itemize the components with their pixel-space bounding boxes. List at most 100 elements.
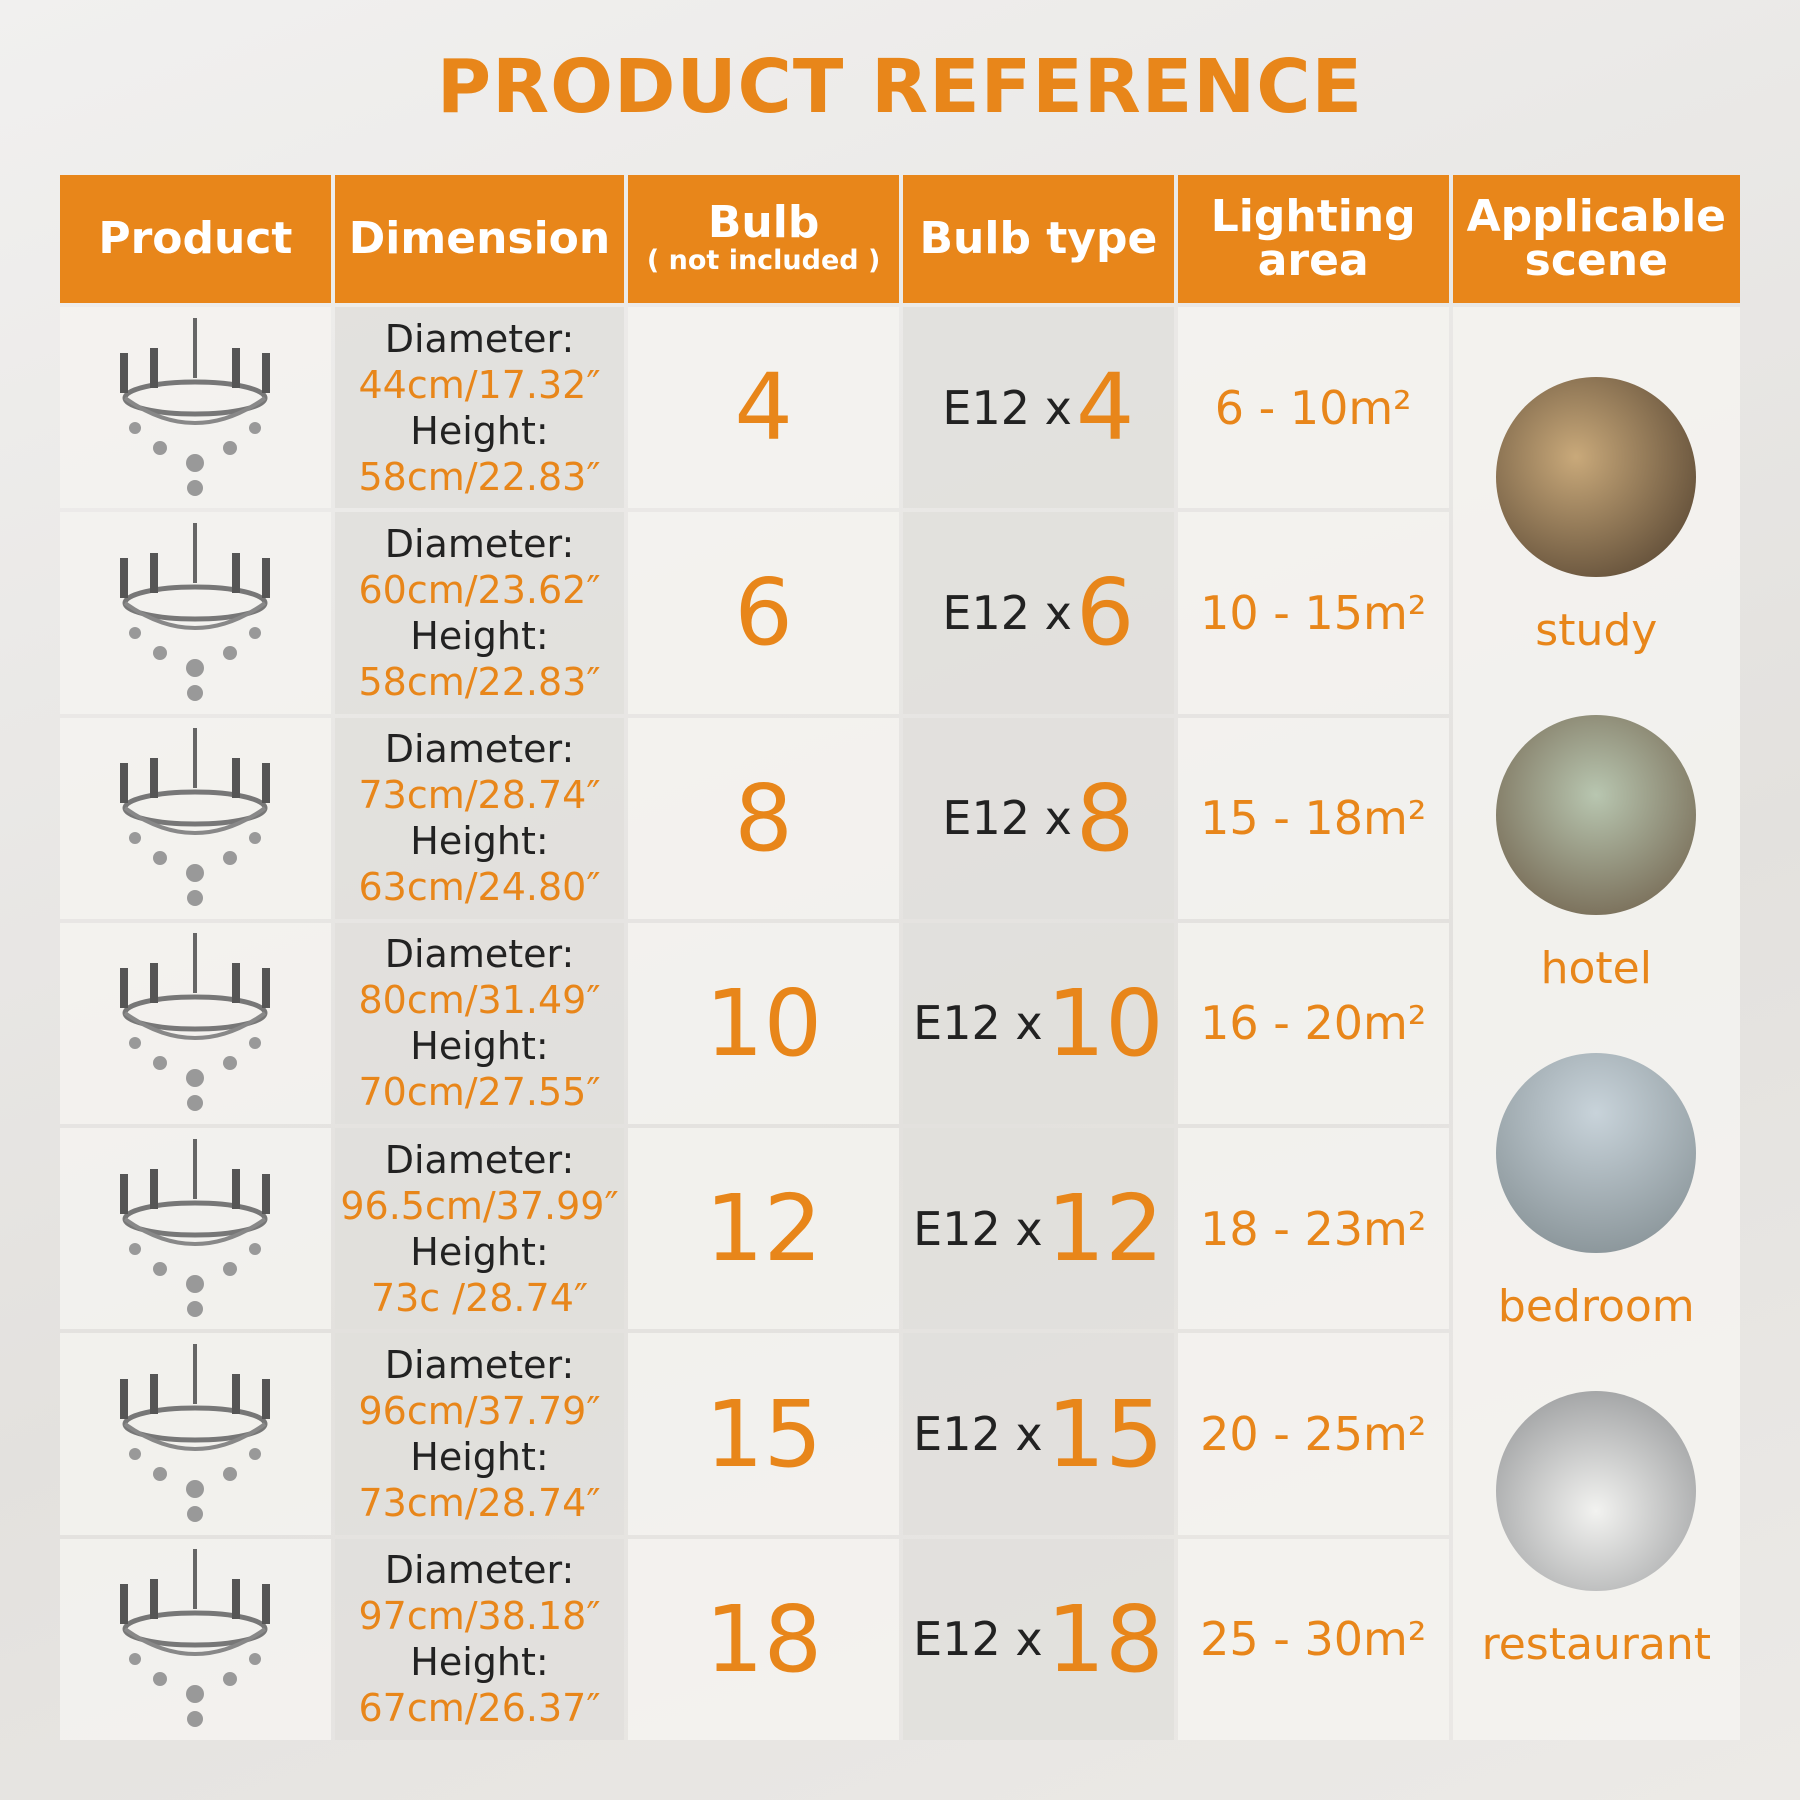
- diameter: 44cm/17.32″: [358, 362, 601, 407]
- diameter: 96cm/37.79″: [358, 1389, 601, 1434]
- bulb-type-cell: E12 x 12: [903, 1128, 1174, 1330]
- diameter: 80cm/31.49″: [358, 978, 601, 1023]
- dimension-cell: Diameter: 80cm/31.49″ Height: 70cm/27.55″: [334, 922, 625, 1125]
- product-cell: [60, 1128, 331, 1330]
- bulb-count: 8: [734, 764, 793, 872]
- scene-image: [1496, 1391, 1697, 1592]
- height-label: Height:: [410, 1229, 549, 1274]
- bulb-type-label: E12 x: [913, 1407, 1043, 1462]
- height-label: Height:: [410, 1024, 549, 1069]
- dimension-cell: Diameter: 60cm/23.62″ Height: 58cm/22.83″: [334, 512, 625, 714]
- bulb-cell: 6: [628, 512, 900, 714]
- bulb-type-label: E12 x: [913, 996, 1043, 1051]
- bulb-type-label: E12 x: [913, 1201, 1043, 1256]
- height-label: Height:: [410, 408, 549, 453]
- height-label: Height:: [410, 1640, 549, 1685]
- bulb-cell: 12: [628, 1128, 900, 1330]
- header-title: Dimension: [348, 213, 611, 264]
- diameter-label: Diameter:: [384, 727, 575, 772]
- height-label: Height:: [410, 819, 549, 864]
- diameter: 97cm/38.18″: [358, 1594, 601, 1639]
- lighting-area: 10 - 15m²: [1200, 585, 1427, 640]
- title: PRODUCT REFERENCE: [436, 44, 1364, 130]
- bulb-count: 6: [734, 559, 793, 667]
- scene-label: bedroom: [1497, 1281, 1695, 1333]
- bulb-cell: 15: [628, 1333, 900, 1535]
- bulb-type-label: E12 x: [942, 791, 1072, 846]
- lighting-area: 16 - 20m²: [1200, 996, 1427, 1051]
- lighting-area: 15 - 18m²: [1200, 791, 1427, 846]
- bulb-cell: 4: [628, 307, 900, 509]
- product-image: [100, 318, 290, 498]
- dimension-cell: Diameter: 44cm/17.32″ Height: 58cm/22.83″: [334, 307, 625, 509]
- bulb-type-count: 18: [1046, 1585, 1164, 1693]
- bulb-cell: 10: [628, 922, 900, 1125]
- bulb-count: 12: [705, 1175, 823, 1283]
- diameter-label: Diameter:: [384, 932, 575, 977]
- bulb-count: 4: [734, 354, 793, 462]
- area-cell: 10 - 15m²: [1177, 512, 1449, 714]
- diameter-label: Diameter:: [384, 1137, 575, 1182]
- height: 58cm/22.83″: [358, 659, 601, 704]
- product-cell: [60, 1538, 331, 1740]
- scene-image: [1496, 714, 1697, 915]
- header-title: Lighting area: [1210, 191, 1416, 286]
- bulb-type-label: E12 x: [942, 380, 1072, 435]
- diameter-label: Diameter:: [384, 316, 575, 361]
- header-cell: Bulb( not included ): [628, 175, 900, 303]
- scene: study: [1496, 376, 1697, 656]
- header-note: ( not included ): [646, 245, 881, 276]
- bulb-type: E12 x 10: [913, 970, 1164, 1077]
- bulb-count: 18: [705, 1585, 823, 1693]
- bulb-type-count: 6: [1075, 559, 1135, 667]
- dimension-cell: Diameter: 96.5cm/37.99″ Height: 73c /28.74″: [334, 1128, 625, 1330]
- scene: hotel: [1496, 714, 1697, 994]
- height: 70cm/27.55″: [358, 1070, 601, 1115]
- height: 63cm/24.80″: [358, 865, 601, 910]
- bulb-type-count: 12: [1046, 1175, 1164, 1283]
- header-title: Bulb: [707, 197, 820, 248]
- product-image: [100, 728, 290, 908]
- dimension-cell: Diameter: 97cm/38.18″ Height: 67cm/26.37″: [334, 1538, 625, 1740]
- bulb-type: E12 x 18: [913, 1586, 1164, 1693]
- scene-label: study: [1535, 604, 1658, 656]
- header-title: Applicable scene: [1466, 191, 1726, 286]
- bulb-type: E12 x 12: [913, 1175, 1164, 1282]
- diameter: 73cm/28.74″: [358, 773, 601, 818]
- scene-image: [1496, 1053, 1697, 1254]
- diameter-label: Diameter:: [384, 1343, 575, 1388]
- bulb-cell: 8: [628, 717, 900, 919]
- diameter: 60cm/23.62″: [358, 567, 601, 612]
- product-image: [100, 523, 290, 703]
- header-cell: Dimension: [334, 175, 625, 303]
- diameter-label: Diameter:: [384, 521, 575, 566]
- product-cell: [60, 717, 331, 919]
- product-cell: [60, 307, 331, 509]
- scene-image: [1496, 376, 1697, 577]
- height: 67cm/26.37″: [358, 1686, 601, 1731]
- area-cell: 20 - 25m²: [1177, 1333, 1449, 1535]
- bulb-count: 15: [705, 1380, 823, 1488]
- diameter: 96.5cm/37.99″: [340, 1183, 619, 1228]
- bulb-type-count: 4: [1075, 354, 1135, 462]
- bulb-type-cell: E12 x 15: [903, 1333, 1174, 1535]
- bulb-type-count: 10: [1046, 969, 1164, 1077]
- product-image: [100, 1139, 290, 1319]
- lighting-area: 25 - 30m²: [1200, 1612, 1427, 1667]
- product-image: [100, 1549, 290, 1729]
- height-label: Height:: [410, 1435, 549, 1480]
- area-cell: 6 - 10m²: [1177, 307, 1449, 509]
- bulb-type-label: E12 x: [913, 1612, 1043, 1667]
- lighting-area: 6 - 10m²: [1214, 380, 1412, 435]
- dimension-cell: Diameter: 73cm/28.74″ Height: 63cm/24.80″: [334, 717, 625, 919]
- product-cell: [60, 1333, 331, 1535]
- dimension-cell: Diameter: 96cm/37.79″ Height: 73cm/28.74″: [334, 1333, 625, 1535]
- header-title: Bulb type: [919, 213, 1158, 264]
- header-cell: Applicable scene: [1452, 175, 1740, 303]
